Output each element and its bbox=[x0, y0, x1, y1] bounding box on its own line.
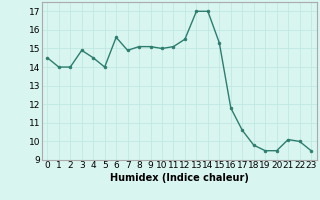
X-axis label: Humidex (Indice chaleur): Humidex (Indice chaleur) bbox=[110, 173, 249, 183]
